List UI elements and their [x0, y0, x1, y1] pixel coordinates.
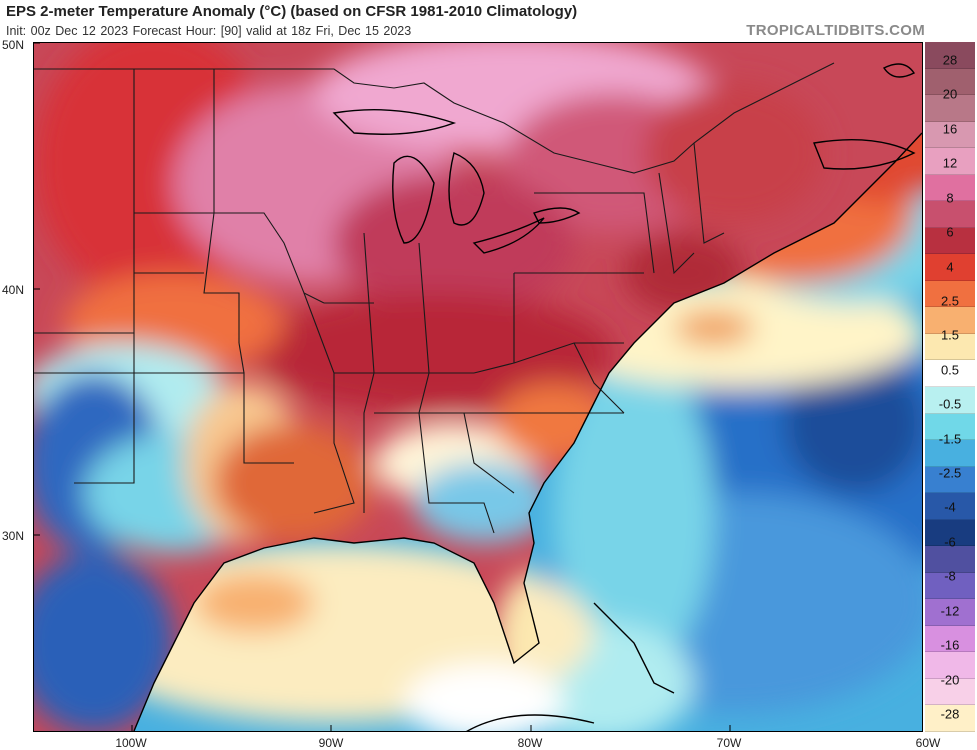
colorbar-label: 12: [942, 155, 958, 171]
colorbar-label: -4: [944, 499, 956, 515]
colorbar-swatch: [925, 333, 975, 361]
colorbar-swatch: [925, 625, 975, 653]
colorbar-label: 16: [942, 121, 958, 137]
lon-label-80w: 80W: [517, 736, 543, 750]
forecast-info: Init: 00z Dec 12 2023 Forecast Hour: [90…: [6, 24, 412, 38]
colorbar-label: -2.5: [938, 465, 962, 481]
colorbar-swatch: [925, 493, 975, 520]
colorbar-label: 1.5: [940, 327, 960, 343]
state-boundaries: [34, 62, 835, 534]
colorbar-swatch: [925, 227, 975, 255]
colorbar-swatch: [925, 360, 975, 387]
colorbar-label: 6: [946, 224, 954, 240]
colorbar-label: -8: [944, 568, 956, 584]
brand-logo-text[interactable]: TROPICALTIDBITS.COM: [746, 22, 925, 39]
colorbar-label: 28: [942, 52, 958, 68]
lon-label-70w: 70W: [716, 736, 742, 750]
colorbar-label: 20: [942, 86, 958, 102]
colorbar-label: 4: [946, 259, 954, 275]
colorbar-label: 2.5: [940, 293, 960, 309]
lon-label-90w: 90W: [318, 736, 344, 750]
colorbar-swatch: [925, 413, 975, 441]
axis-ticks: [34, 43, 731, 731]
lat-label-50n: 50N: [2, 38, 25, 52]
colorbar-label: 0.5: [940, 362, 960, 378]
colorbar-label: -20: [940, 672, 960, 688]
colorbar-swatch: [925, 546, 975, 573]
colorbar-swatch: [925, 121, 975, 149]
lat-label-40n: 40N: [2, 283, 25, 297]
colorbar-swatch: [925, 466, 975, 494]
colorbar-swatch: [925, 254, 975, 281]
colorbar-label: -16: [940, 637, 960, 653]
colorbar-label: -28: [940, 706, 960, 722]
colorbar-swatch: [925, 42, 975, 69]
colorbar-swatch: [925, 705, 975, 732]
colorbar-swatch: [925, 652, 975, 679]
colorbar-swatch: [925, 307, 975, 334]
lon-label-60w: 60W: [915, 736, 941, 750]
colorbar-swatch: [925, 572, 975, 600]
coastline: [133, 63, 922, 731]
colorbar-swatch: [925, 68, 975, 96]
lon-label-100w: 100W: [115, 736, 147, 750]
colorbar-label: -1.5: [938, 431, 962, 447]
anomaly-map-svg: [34, 43, 922, 731]
colorbar-swatch: [925, 387, 975, 414]
lat-label-30n: 30N: [2, 529, 25, 543]
colorbar-label: -6: [944, 534, 956, 550]
temperature-colorbar: 28 20 16 12 8 6 4 2.5 1.5 0.5 -0.5 -1.5 -2.5 -4 -6 -8 -1…: [925, 42, 975, 732]
colorbar-label: -12: [940, 603, 960, 619]
colorbar-label: 8: [946, 190, 954, 206]
chart-title: EPS 2-meter Temperature Anomaly (°C) (ba…: [6, 3, 578, 20]
colorbar-swatch: [925, 174, 975, 202]
colorbar-swatch: [925, 678, 975, 706]
colorbar-swatch: [925, 201, 975, 228]
colorbar-swatch: [925, 148, 975, 175]
colorbar-swatch: [925, 95, 975, 122]
colorbar-swatch: [925, 599, 975, 626]
colorbar-swatch: [925, 519, 975, 547]
colorbar-swatch: [925, 440, 975, 467]
colorbar-label: -0.5: [938, 396, 962, 412]
anomaly-map[interactable]: [33, 42, 923, 732]
colorbar-swatch: [925, 280, 975, 308]
